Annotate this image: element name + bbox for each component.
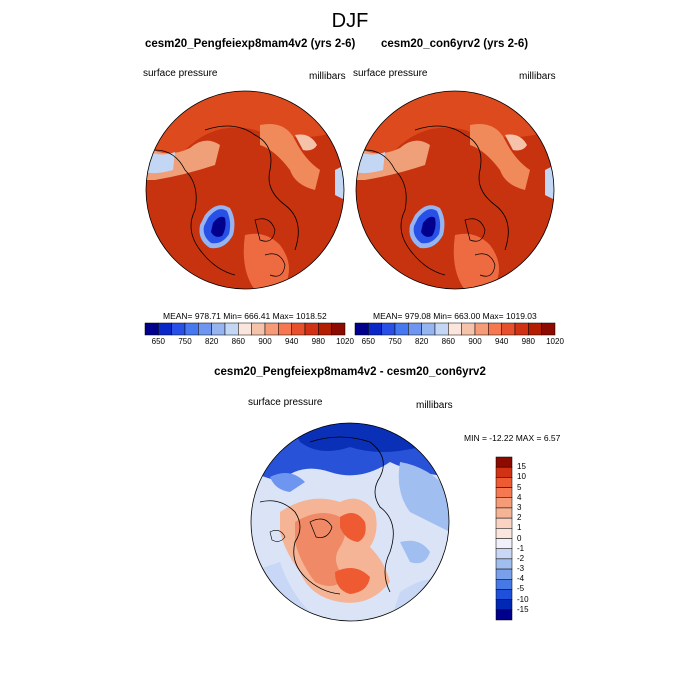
colorbar-swatch [304,322,319,336]
colorbar-swatch [495,579,513,590]
colorbar-swatch [495,517,513,529]
panel-2-colorbar [354,322,556,336]
colorbar-swatch [495,548,513,560]
colorbar-swatch [408,322,422,336]
colorbar-tick-label: 4 [517,492,522,502]
colorbar-swatch [495,538,513,549]
colorbar-tick-label: 1020 [336,337,354,346]
colorbar-swatch [495,599,513,611]
colorbar-swatch [495,507,513,519]
colorbar-tick-label: -10 [517,594,529,604]
colorbar-swatch [448,322,462,336]
colorbar-swatch [158,322,172,336]
colorbar-swatch [394,322,409,336]
colorbar-tick-label: 1 [517,523,522,533]
colorbar-swatch [278,322,292,336]
colorbar-tick-label: 0 [517,533,522,543]
colorbar-tick-label: 900 [468,337,482,346]
colorbar-swatch [495,456,513,468]
panel-2-variable-label: surface pressure [353,68,428,79]
colorbar-tick-label: 650 [151,337,165,346]
colorbar-tick-label: 5 [517,482,522,492]
colorbar-swatch [224,322,239,336]
colorbar-swatch [495,497,513,509]
panel-2-map [355,90,555,290]
colorbar-swatch [264,322,279,336]
panel-2-colorbar-labels: 650 750 820 860 900 940 980 1020 [355,337,564,349]
colorbar-tick-label: -2 [517,553,525,563]
colorbar-swatch [421,322,436,336]
colorbar-tick-label: 940 [494,337,509,346]
colorbar-swatch [488,322,502,336]
diff-colorbar-labels: 15 10 5 4 3 2 1 0 -1 -2 -3 -4 -5 -10 -15 [517,457,557,620]
colorbar-swatch [501,322,516,336]
colorbar-tick-label: 940 [284,337,299,346]
colorbar-swatch [331,322,346,336]
colorbar-swatch [495,589,513,600]
panel-1-variable-label: surface pressure [143,68,218,79]
colorbar-swatch [495,466,513,478]
panel-1-stats: MEAN= 978.71 Min= 666.41 Max= 1018.52 [163,311,327,321]
colorbar-swatch [495,528,513,539]
colorbar-swatch [541,322,556,336]
colorbar-tick-label: -4 [517,574,525,584]
colorbar-tick-label: 2 [517,513,522,523]
diff-map [250,422,450,622]
colorbar-swatch [514,322,529,336]
diff-title: cesm20_Pengfeiexp8mam4v2 - cesm20_con6yr… [214,366,486,378]
colorbar-swatch [318,322,332,336]
colorbar-swatch [381,322,396,336]
colorbar-tick-label: -3 [517,564,525,574]
diff-variable-label: surface pressure [248,397,323,408]
colorbar-swatch [474,322,489,336]
colorbar-tick-label: 980 [521,337,535,346]
colorbar-swatch [368,322,382,336]
panel-1-map [145,90,345,290]
colorbar-swatch [184,322,199,336]
colorbar-tick-label: -5 [517,584,525,594]
panel-1-units-label: millibars [309,71,346,82]
panel-2-title: cesm20_con6yrv2 (yrs 2-6) [381,38,529,50]
panel-1-colorbar [144,322,346,336]
colorbar-swatch [144,322,159,336]
colorbar-swatch [238,322,252,336]
panel-1-title: cesm20_Pengfeiexp8mam4v2 (yrs 2-6) [145,38,356,50]
colorbar-tick-label: 900 [258,337,272,346]
diff-units-label: millibars [416,400,453,411]
colorbar-tick-label: 820 [204,337,219,346]
colorbar-swatch [495,609,513,621]
colorbar-tick-label: -1 [517,543,525,553]
colorbar-swatch [171,322,186,336]
colorbar-swatch [198,322,212,336]
colorbar-swatch [495,568,513,580]
colorbar-tick-label: 860 [231,337,245,346]
colorbar-tick-label: 980 [311,337,325,346]
panel-1-colorbar-labels: 650 750 820 860 900 940 980 1020 [145,337,354,349]
colorbar-swatch [495,477,513,488]
colorbar-tick-label: 3 [517,502,522,512]
colorbar-swatch [461,322,476,336]
colorbar-swatch [434,322,449,336]
diff-minmax-stats: MIN = -12.22 MAX = 6.57 [464,433,561,443]
colorbar-tick-label: 750 [388,337,402,346]
colorbar-swatch [528,322,542,336]
colorbar-tick-label: 1020 [546,337,564,346]
colorbar-tick-label: -15 [517,604,529,614]
colorbar-swatch [251,322,266,336]
colorbar-swatch [495,558,513,570]
colorbar-swatch [211,322,226,336]
colorbar-tick-label: 860 [441,337,455,346]
main-title: DJF [331,10,369,32]
colorbar-tick-label: 10 [517,472,526,482]
panel-2-stats: MEAN= 979.08 Min= 663.00 Max= 1019.03 [373,311,537,321]
colorbar-tick-label: 15 [517,462,526,472]
diff-colorbar [495,456,513,621]
colorbar-tick-label: 750 [178,337,192,346]
colorbar-swatch [291,322,306,336]
colorbar-tick-label: 650 [361,337,375,346]
colorbar-swatch [354,322,369,336]
panel-2-units-label: millibars [519,71,556,82]
colorbar-swatch [495,487,513,498]
colorbar-tick-label: 820 [414,337,429,346]
